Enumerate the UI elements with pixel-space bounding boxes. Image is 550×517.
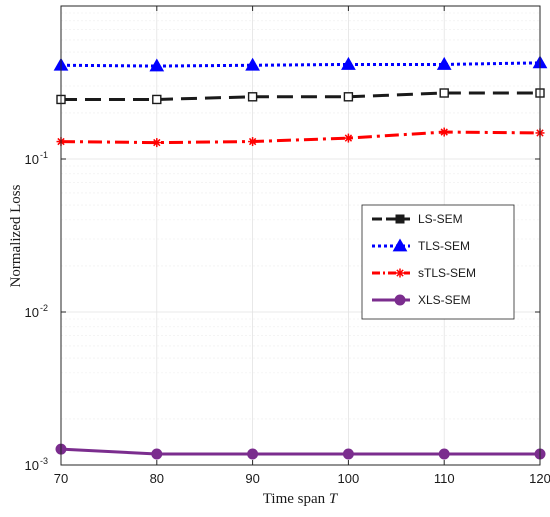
data-point (395, 268, 405, 278)
x-axis-label: Time span T (263, 491, 339, 507)
legend-item: LS-SEM (372, 212, 463, 226)
data-point (436, 56, 452, 70)
data-point (439, 127, 449, 137)
legend-item: TLS-SEM (372, 238, 470, 253)
y-tick-label: 10 (25, 458, 39, 473)
series-xls-sem (55, 443, 546, 460)
legend-item: sTLS-SEM (372, 266, 476, 280)
data-point (439, 88, 449, 98)
data-point (149, 58, 165, 72)
data-point (392, 238, 408, 252)
y-tick-label-exponent: -3 (40, 456, 48, 466)
data-point (245, 57, 260, 71)
data-point (438, 448, 450, 460)
legend-label: sTLS-SEM (418, 266, 476, 280)
data-point (151, 448, 163, 460)
y-tick-label-exponent: -2 (40, 303, 48, 313)
data-point (343, 92, 354, 102)
x-axis-label-variable: T (329, 491, 339, 507)
series-line (61, 91, 540, 101)
plot-frame (60, 5, 541, 466)
series-line (60, 130, 541, 145)
legend-item: XLS-SEM (372, 293, 471, 307)
series-line (60, 447, 540, 456)
legend-label: TLS-SEM (418, 239, 470, 253)
x-tick-label: 70 (54, 471, 68, 486)
y-tick-label: 10 (25, 152, 39, 167)
legend-label: XLS-SEM (418, 293, 471, 307)
data-point (247, 448, 259, 460)
data-point (247, 92, 258, 102)
y-tick-label-exponent: -1 (40, 150, 48, 160)
x-axis-label-text: Time span (263, 491, 326, 507)
x-tick-label: 110 (434, 471, 455, 486)
y-axis-ticks: 10-310-210-1 (25, 150, 540, 473)
data-point (152, 138, 162, 148)
y-axis-label: Normalized Loss (8, 184, 24, 287)
data-point (341, 56, 356, 70)
x-tick-label: 100 (338, 471, 360, 486)
x-axis-ticks: 70 80 90 100 110 120 (54, 6, 550, 486)
data-point (343, 133, 353, 143)
legend: LS-SEM TLS-SEM sTLS-SEM XLS-SEM (361, 204, 515, 320)
data-point (342, 448, 354, 460)
data-point (152, 94, 162, 105)
legend-label: LS-SEM (418, 212, 463, 226)
data-point (248, 137, 258, 147)
x-tick-label: 80 (150, 471, 164, 486)
data-point (394, 294, 406, 306)
data-point (395, 214, 405, 224)
y-tick-label: 10 (25, 305, 39, 320)
series-line (60, 61, 541, 68)
x-tick-label: 120 (529, 471, 550, 486)
x-tick-label: 90 (245, 471, 259, 486)
